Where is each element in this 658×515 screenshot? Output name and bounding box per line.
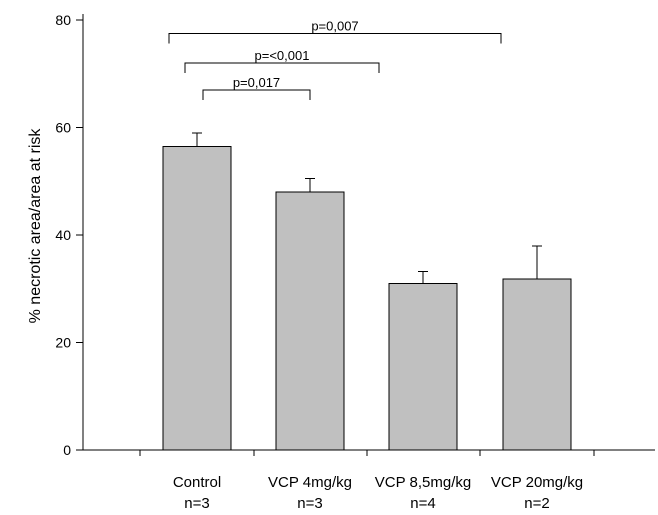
p-value-label: p=<0,001: [255, 48, 310, 63]
category-label: VCP 20mg/kg: [491, 474, 583, 491]
x-axis: [83, 449, 655, 456]
category-label: VCP 8,5mg/kg: [375, 474, 471, 491]
significance-bracket: [202, 89, 311, 100]
bar: [162, 145, 232, 451]
category-label: VCP 4mg/kg: [268, 474, 352, 491]
y-tick-label: 0: [63, 442, 71, 458]
sample-size-label: n=4: [410, 495, 435, 512]
bar: [275, 191, 345, 451]
y-tick-label: 20: [55, 335, 71, 351]
sample-size-label: n=3: [297, 495, 322, 512]
y-axis: 0 20 40 60 80: [55, 12, 84, 458]
bars: [162, 145, 572, 451]
bar: [388, 282, 458, 451]
p-value-label: p=0,007: [311, 18, 358, 33]
significance-bracket: [168, 32, 502, 44]
sample-size-label: n=3: [184, 495, 209, 512]
y-tick-label: 80: [55, 12, 71, 28]
significance-bracket: [184, 62, 380, 73]
p-value-label: p=0,017: [233, 75, 280, 90]
y-tick-label: 40: [55, 227, 71, 243]
y-axis-label: % necrotic area/area at risk: [27, 128, 44, 324]
category-label: Control: [173, 474, 221, 491]
category-labels: Control n=3 VCP 4mg/kg n=3 VCP 8,5mg/kg n=4 VC…: [173, 474, 583, 512]
sample-size-label: n=2: [524, 495, 549, 512]
y-tick-label: 60: [55, 120, 71, 136]
bar: [502, 278, 572, 451]
error-bars: [192, 132, 542, 284]
